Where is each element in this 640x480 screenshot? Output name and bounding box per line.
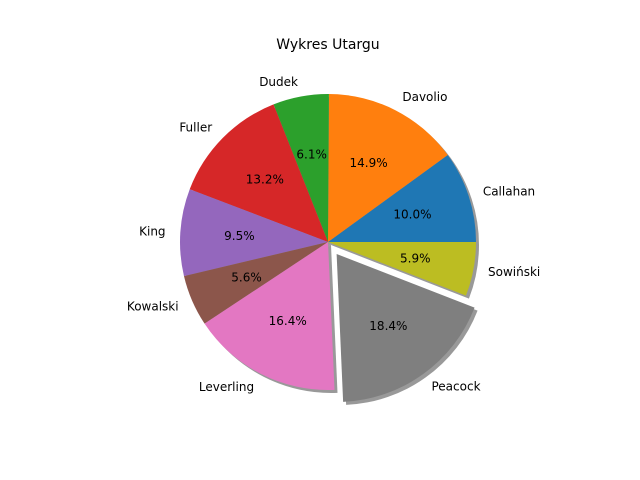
- slice-label-dudek: Dudek: [259, 75, 298, 89]
- slice-label-davolio: Davolio: [402, 90, 447, 104]
- slice-callahan: [328, 155, 476, 242]
- slice-label-callahan: Callahan: [483, 185, 535, 199]
- slice-kowalski: [183, 242, 328, 324]
- pct-label-dudek: 6.1%: [296, 148, 327, 162]
- pie-slices: [179, 94, 476, 402]
- slice-davolio: [328, 94, 448, 242]
- slice-peacock: [336, 254, 475, 402]
- pct-label-fuller: 13.2%: [246, 173, 284, 187]
- pct-label-sowinski: 5.9%: [400, 251, 431, 265]
- slice-labels: Callahan 10.0% Davolio 14.9% Dudek 6.1% Fuller…: [127, 75, 540, 394]
- slice-label-king: King: [139, 224, 165, 238]
- slice-dudek: [273, 94, 329, 242]
- slice-king: [179, 189, 328, 277]
- pct-label-callahan: 10.0%: [393, 208, 431, 222]
- slice-label-fuller: Fuller: [179, 121, 212, 135]
- slice-label-sowinski: Sowiński: [488, 265, 540, 279]
- pct-label-kowalski: 5.6%: [231, 270, 262, 284]
- chart-title: Wykres Utargu: [276, 37, 379, 53]
- pct-label-davolio: 14.9%: [350, 156, 388, 170]
- slice-label-peacock: Peacock: [431, 379, 480, 393]
- pct-label-leverling: 16.4%: [269, 314, 307, 328]
- slice-leverling: [204, 242, 335, 390]
- pct-label-peacock: 18.4%: [369, 319, 407, 333]
- slice-label-leverling: Leverling: [199, 380, 254, 394]
- pct-label-king: 9.5%: [224, 229, 255, 243]
- slice-label-kowalski: Kowalski: [127, 300, 179, 314]
- slice-fuller: [189, 104, 328, 242]
- slice-sowinski: [328, 242, 476, 296]
